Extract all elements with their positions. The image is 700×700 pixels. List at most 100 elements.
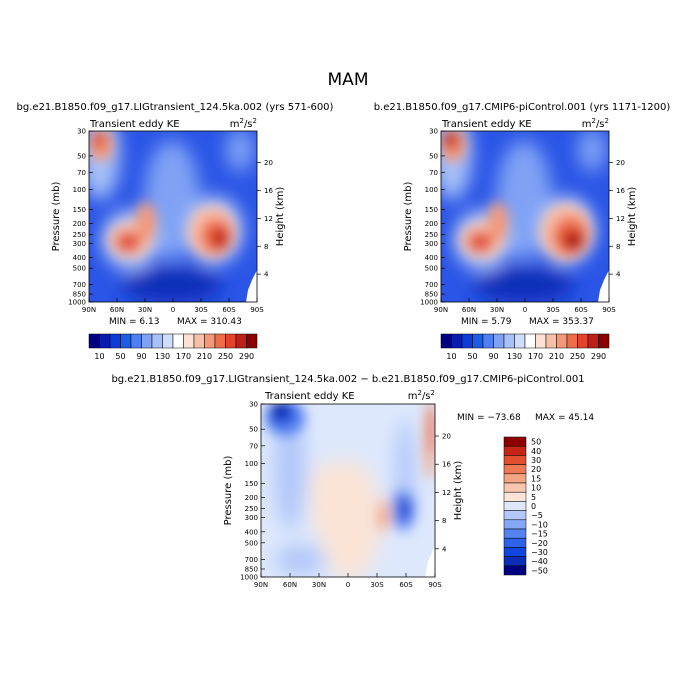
colorbar-swatch [503,501,527,511]
y-tick-label: 400 [425,254,438,262]
colorbar-label: 50 [531,438,541,447]
colorbar-swatch [130,333,142,349]
min-label: MIN = 5.79 [461,317,512,327]
height-tick-label: 8 [616,243,620,251]
colorbar-swatch [451,333,463,349]
y-tick-label: 500 [245,539,258,547]
colorbar-label: 10 [94,352,104,361]
y-axis-title: Pressure (mb) [403,182,414,252]
y-tick-label: 150 [245,480,258,488]
colorbar-label: 10 [531,484,541,493]
height-axis-title: Height (km) [453,461,464,521]
colorbar-swatch [440,333,452,349]
panel-left-label: Transient eddy KE [441,119,532,130]
y-tick-label: 500 [425,265,438,273]
colorbar-swatch [235,333,247,349]
colorbar-swatch [204,333,216,349]
colorbar-swatch [493,333,505,349]
x-tick-label: 60S [222,306,236,314]
min-label: MIN = −73.68 [457,413,521,423]
panel-left-label: Transient eddy KE [89,119,180,130]
colorbar-swatch [172,333,184,349]
colorbar-label: 90 [488,352,498,361]
y-tick-label: 150 [425,206,438,214]
panel-units: m2/s2 [582,117,609,130]
x-tick-label: 60S [399,581,413,589]
y-tick-label: 1000 [420,299,438,307]
max-label: MAX = 310.43 [177,317,242,327]
colorbar-swatch [535,333,547,349]
colorbar-label: −50 [531,566,548,575]
x-tick-label: 0 [171,306,175,314]
colorbar-swatch [598,333,610,349]
y-tick-label: 70 [429,169,438,177]
height-axis-title: Height (km) [275,187,286,247]
colorbar-swatch [472,333,484,349]
colorbar-top-left: 10 50 90 130 170 210 250 290 [88,333,258,361]
colorbar-swatch [503,482,527,493]
height-tick-label: 12 [616,215,625,223]
y-tick-label: 300 [245,514,258,522]
colorbar-swatch [109,333,121,349]
height-axis-title: Height (km) [627,187,638,247]
y-tick-label: 850 [425,291,438,299]
colorbar-swatch [503,519,527,530]
panel-top-left: bg.e21.B1850.f09_g17.LIGtransient_124.5k… [17,102,334,303]
colorbar-swatch [141,333,153,349]
colorbar-label: 210 [549,352,564,361]
field-top-right [441,131,609,302]
y-tick-label: 250 [245,505,258,513]
colorbar-swatch [503,455,527,465]
colorbar-swatch [162,333,174,349]
colorbar-label: 290 [239,352,254,361]
y-tick-label: 200 [245,494,258,502]
x-tick-label: 60N [462,306,476,314]
height-tick-label: 20 [442,433,451,441]
axes-layer: 90N 60N 30N 0 30S 60S 90S305070100150200250300… [51,128,638,590]
colorbar-swatch [503,565,527,576]
colorbar-label: 170 [176,352,191,361]
y-tick-label: 400 [245,528,258,536]
height-tick-label: 4 [264,271,269,279]
colorbar-swatch [503,464,527,475]
colorbar-swatch [503,556,527,567]
panel-left-label: Transient eddy KE [264,391,355,402]
y-tick-label: 150 [73,206,86,214]
x-tick-label: 30N [490,306,504,314]
y-tick-label: 100 [73,186,86,194]
y-tick-label: 200 [73,220,86,228]
colorbar-label: −15 [531,530,548,539]
colorbar-swatch [556,333,568,349]
y-tick-label: 400 [73,254,86,262]
colorbar-swatch [503,528,527,539]
y-tick-label: 100 [425,186,438,194]
colorbar-label: −20 [531,539,548,548]
colorbar-swatch [120,333,132,349]
colorbar-label: 20 [531,465,541,474]
panel-bottom: bg.e21.B1850.f09_g17.LIGtransient_124.5k… [111,374,594,578]
height-tick-label: 12 [264,215,273,223]
colorbar-swatch [246,333,258,349]
y-tick-label: 700 [73,281,86,289]
y-tick-label: 250 [425,231,438,239]
x-tick-label: 30S [370,581,384,589]
x-tick-label: 60N [283,581,297,589]
colorbar-label: 290 [591,352,606,361]
y-tick-label: 50 [429,152,438,160]
y-tick-label: 1000 [68,299,86,307]
height-tick-label: 8 [442,517,446,525]
colorbar-label: 90 [136,352,146,361]
height-tick-label: 16 [264,187,273,195]
colorbar-label: 130 [155,352,170,361]
y-tick-label: 850 [245,565,258,573]
x-tick-label: 90S [250,306,264,314]
colorbar-swatch [151,333,163,349]
panel-units: m2/s2 [230,117,257,130]
colorbar-swatch [503,436,527,447]
max-label: MAX = 353.37 [529,317,594,327]
colorbar-swatch [587,333,599,349]
x-tick-label: 30S [194,306,208,314]
colorbar-label: 130 [507,352,522,361]
height-tick-label: 20 [264,159,273,167]
colorbar-swatch [225,333,237,349]
